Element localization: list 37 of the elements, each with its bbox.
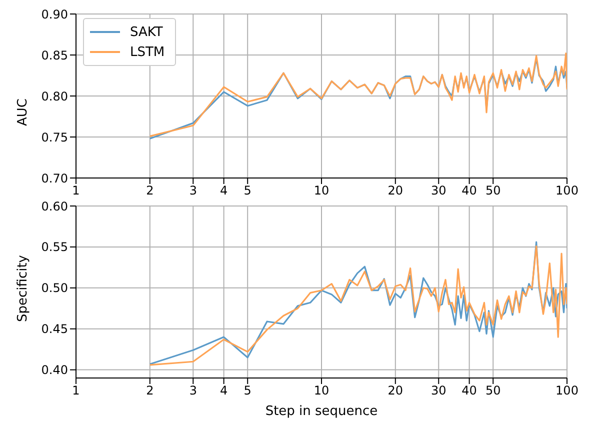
x-tick-label: 4 bbox=[220, 184, 228, 198]
y-tick-label: 0.85 bbox=[41, 48, 68, 62]
y-tick-label: 0.40 bbox=[41, 363, 68, 378]
x-tick-label: 2 bbox=[146, 184, 154, 198]
x-tick-label: 50 bbox=[485, 384, 501, 398]
legend-label: SAKT bbox=[130, 24, 163, 40]
x-tick-label: 4 bbox=[220, 384, 228, 398]
x-tick-label: 100 bbox=[556, 384, 578, 398]
x-tick-label: 30 bbox=[430, 184, 446, 198]
x-tick-label: 3 bbox=[189, 384, 197, 398]
x-tick-label: 40 bbox=[462, 384, 477, 398]
x-tick-label: 2 bbox=[146, 384, 154, 398]
x-tick-label: 20 bbox=[388, 184, 404, 198]
x-axis-title: Step in sequence bbox=[265, 404, 378, 419]
legend-label: LSTM bbox=[130, 44, 165, 60]
x-tick-label: 20 bbox=[388, 384, 404, 398]
y-tick-label: 0.75 bbox=[41, 130, 68, 144]
x-tick-label: 1 bbox=[72, 384, 80, 398]
x-tick-label: 5 bbox=[244, 184, 252, 198]
y-tick-label: 0.55 bbox=[41, 240, 68, 254]
x-tick-label: 10 bbox=[314, 184, 330, 198]
x-tick-label: 10 bbox=[314, 384, 330, 398]
y-tick-label: 0.90 bbox=[41, 7, 68, 22]
y-axis-title: Specificity bbox=[16, 254, 31, 322]
y-tick-label: 0.45 bbox=[41, 322, 68, 336]
y-tick-label: 0.70 bbox=[41, 171, 68, 186]
x-tick-label: 40 bbox=[462, 184, 477, 198]
x-tick-label: 1 bbox=[72, 184, 80, 198]
x-tick-label: 3 bbox=[189, 184, 197, 198]
x-tick-label: 100 bbox=[556, 184, 578, 198]
x-tick-label: 50 bbox=[485, 184, 501, 198]
x-tick-label: 30 bbox=[430, 384, 446, 398]
y-tick-label: 0.50 bbox=[41, 281, 68, 296]
y-tick-label: 0.80 bbox=[41, 89, 68, 104]
x-tick-label: 5 bbox=[244, 384, 252, 398]
y-axis-title: AUC bbox=[16, 98, 31, 126]
y-tick-label: 0.60 bbox=[41, 199, 68, 214]
